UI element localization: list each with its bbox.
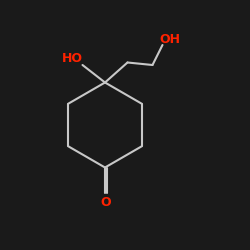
Text: HO: HO: [62, 52, 82, 65]
Text: OH: OH: [160, 33, 180, 46]
Text: O: O: [100, 196, 111, 208]
